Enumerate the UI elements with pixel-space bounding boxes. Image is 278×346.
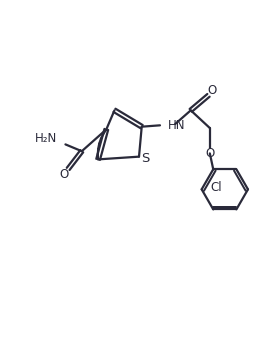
Text: HN: HN bbox=[168, 119, 185, 132]
Text: O: O bbox=[59, 168, 69, 181]
Text: Cl: Cl bbox=[210, 181, 222, 194]
Text: O: O bbox=[207, 84, 216, 97]
Text: H₂N: H₂N bbox=[35, 133, 57, 145]
Text: S: S bbox=[141, 152, 149, 164]
Text: O: O bbox=[205, 147, 214, 160]
